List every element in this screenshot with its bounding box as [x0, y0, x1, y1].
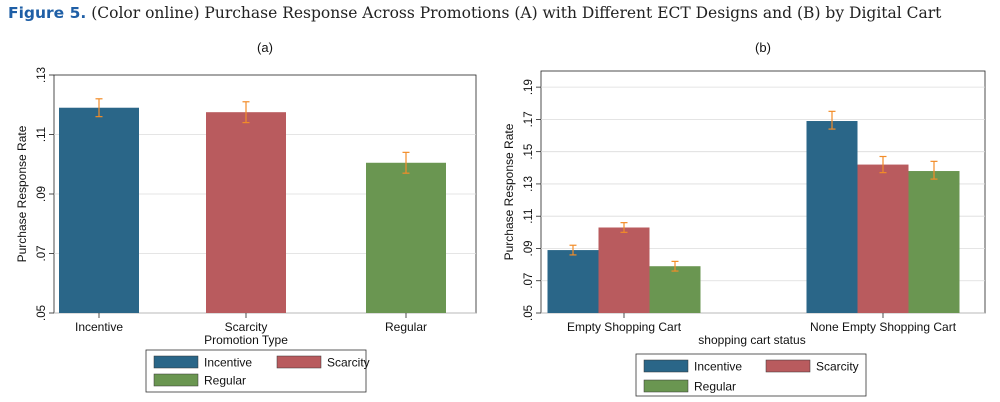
bar-scarcity [206, 112, 286, 313]
legend-label-regular: Regular [694, 380, 736, 394]
bar-incentive-empty-shopping-cart [547, 250, 599, 313]
legend-label-regular: Regular [204, 374, 246, 388]
bar-regular-none-empty-shopping-cart [908, 171, 960, 313]
y-tick-label: .19 [523, 79, 535, 95]
y-tick-label: .11 [36, 127, 48, 142]
legend-label-incentive: Incentive [694, 360, 742, 374]
y-tick-label: .09 [36, 186, 48, 202]
bar-incentive-none-empty-shopping-cart [806, 121, 858, 313]
y-tick-label: .07 [523, 273, 535, 289]
legend-swatch-incentive [153, 355, 199, 369]
x-tick-label: Incentive [75, 320, 123, 334]
y-tick-label: .07 [36, 246, 48, 262]
y-tick-label: .11 [523, 209, 535, 224]
x-axis-label: shopping cart status [698, 333, 805, 347]
chart-a: .05 .07 .09 .11 .13 Purchase Response Rate (a)… [15, 40, 477, 393]
y-tick-label: .13 [523, 176, 535, 192]
figure-caption-text: (Color online) Purchase Response Across … [91, 4, 942, 22]
x-tick-label: None Empty Shopping Cart [810, 320, 957, 334]
legend-label-incentive: Incentive [204, 356, 252, 370]
legend-swatch-scarcity [765, 359, 811, 373]
legend-label-scarcity: Scarcity [816, 360, 859, 374]
legend-swatch-regular [643, 379, 689, 393]
legend-swatch-incentive [643, 359, 689, 373]
bar-scarcity-none-empty-shopping-cart [857, 164, 909, 313]
legend-swatch-regular [153, 373, 199, 387]
legend-label-scarcity: Scarcity [327, 356, 370, 370]
bar-regular-empty-shopping-cart [649, 266, 701, 313]
y-tick-label: .17 [523, 111, 535, 127]
y-tick-label: .05 [36, 305, 48, 321]
chart-title: (b) [755, 40, 771, 55]
figure-label: Figure 5. [8, 4, 87, 22]
y-tick-label: .13 [36, 67, 48, 83]
x-tick-label: Empty Shopping Cart [567, 320, 682, 334]
y-tick-label: .05 [523, 305, 535, 321]
x-tick-label: Scarcity [225, 320, 268, 334]
y-axis-label: Purchase Response Rate [502, 123, 516, 260]
y-axis-label: Purchase Response Rate [15, 125, 29, 262]
figure-caption: Figure 5. (Color online) Purchase Respon… [8, 4, 998, 22]
y-tick-label: .09 [523, 240, 535, 256]
y-tick-label: .15 [523, 144, 535, 160]
x-axis-label: Promotion Type [204, 333, 288, 347]
bar-incentive [59, 107, 139, 313]
chart-b: .05 .07 .09 .11 .13 .15 .17 .19 Purchase Respons… [502, 40, 986, 397]
legend-swatch-scarcity [276, 355, 322, 369]
x-tick-label: Regular [385, 320, 427, 334]
chart-title: (a) [257, 40, 273, 55]
bar-scarcity-empty-shopping-cart [598, 227, 650, 313]
bar-regular [366, 162, 446, 313]
